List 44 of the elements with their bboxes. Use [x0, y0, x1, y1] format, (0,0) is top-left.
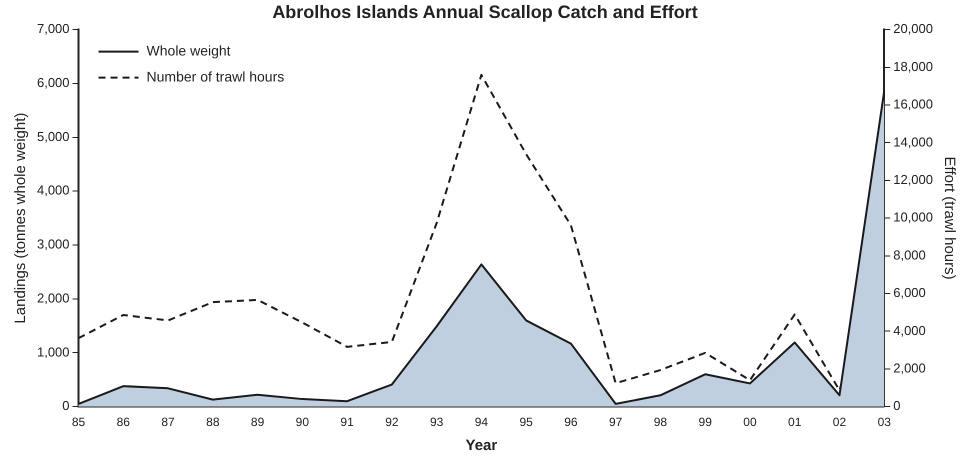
y-tick-label: 2,000: [36, 290, 70, 306]
x-tick-label: 02: [832, 415, 846, 430]
x-tick-label: 99: [698, 415, 712, 430]
x-tick-label: 00: [743, 415, 757, 430]
x-tick-label: 98: [654, 415, 668, 430]
y-tick-label: 0: [62, 398, 70, 414]
x-tick-label: 97: [608, 415, 623, 430]
x-tick-label: 93: [430, 415, 444, 430]
x-tick-label: 94: [474, 415, 488, 430]
y-tick-label: 1,000: [36, 344, 70, 360]
x-tick-label: 89: [250, 415, 265, 430]
y2-tick-label: 16,000: [893, 96, 934, 112]
y2-tick-label: 20,000: [893, 21, 934, 36]
y-axis-title: Landings (tonnes whole weight): [12, 112, 30, 324]
y2-tick-label: 2,000: [893, 360, 926, 376]
chart-title: Abrolhos Islands Annual Scallop Catch and Effort: [272, 2, 698, 22]
y2-axis-title: Effort (trawl hours): [940, 156, 958, 280]
y-tick-label: 7,000: [36, 21, 70, 36]
y2-tick-label: 14,000: [893, 134, 934, 150]
legend-label: Number of trawl hours: [146, 68, 284, 84]
y2-tick-label: 4,000: [893, 322, 926, 338]
y-tick-label: 4,000: [36, 182, 70, 198]
y2-tick-label: 6,000: [893, 285, 926, 300]
x-tick-label: 85: [72, 415, 86, 430]
y2-tick-label: 18,000: [893, 58, 934, 74]
y2-tick-label: 0: [893, 398, 900, 414]
x-axis-title: Year: [466, 437, 498, 454]
x-tick-label: 88: [206, 415, 220, 430]
y-tick-label: 3,000: [36, 236, 70, 252]
y2-tick-label: 10,000: [893, 210, 934, 225]
x-tick-label: 01: [788, 415, 802, 430]
y-tick-label: 5,000: [36, 128, 70, 144]
x-tick-label: 91: [340, 415, 354, 430]
y2-tick-label: 8,000: [893, 247, 926, 262]
y2-tick-label: 12,000: [893, 172, 934, 187]
x-tick-label: 96: [564, 415, 578, 430]
x-tick-label: 92: [385, 415, 399, 430]
x-tick-label: 95: [519, 415, 534, 430]
x-tick-label: 90: [296, 415, 310, 430]
x-tick-label: 03: [878, 415, 892, 430]
x-tick-label: 87: [161, 415, 176, 430]
x-tick-label: 86: [116, 415, 130, 430]
y-tick-label: 6,000: [36, 75, 70, 90]
legend-label: Whole weight: [146, 42, 231, 58]
